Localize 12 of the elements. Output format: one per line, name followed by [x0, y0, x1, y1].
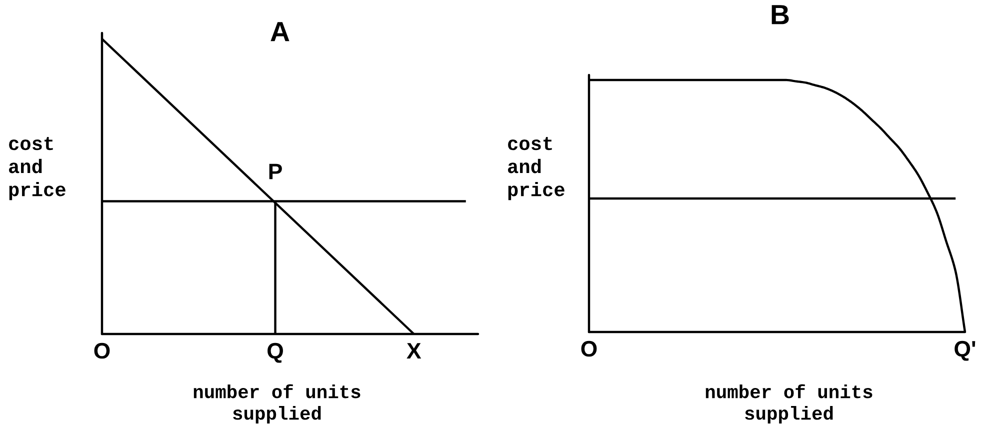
- x-tick-label: Q': [954, 340, 976, 361]
- x-tick-label: O: [94, 342, 110, 359]
- x-tick-label: X: [406, 343, 422, 358]
- chart-title: A: [270, 22, 290, 42]
- x-tick-label: O: [581, 340, 597, 357]
- y-axis-title: cost and price: [508, 137, 564, 200]
- x-tick-label: Q: [268, 342, 283, 363]
- y-axis-title: cost and price: [9, 137, 66, 200]
- x-axis-title: number of units supplied: [706, 384, 872, 424]
- x-axis-title: number of units supplied: [194, 384, 360, 424]
- annotation: P: [269, 164, 282, 180]
- chart-title: B: [772, 5, 789, 24]
